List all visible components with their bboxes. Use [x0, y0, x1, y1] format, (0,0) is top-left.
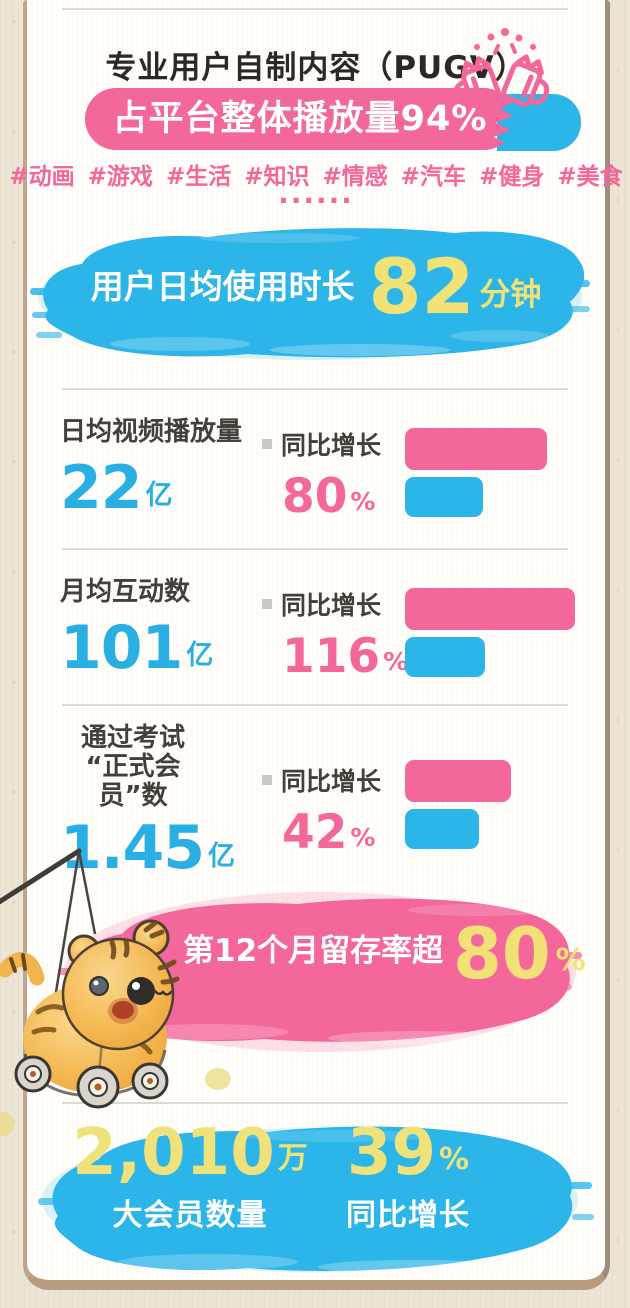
- stat-label: 通过考试 “正式会员”数: [60, 723, 206, 812]
- stat-label-line2: “正式会员”数: [85, 752, 181, 812]
- membership-value: 2,010: [72, 1116, 275, 1190]
- section-divider: [62, 1102, 568, 1104]
- ellipsis-dots: ······: [278, 184, 354, 217]
- growth-bar-previous: [405, 809, 479, 849]
- usage-banner-unit: 分钟: [479, 276, 542, 313]
- stat-row-monthly-interactions: 月均互动数 101 亿 同比增长 116 %: [60, 577, 575, 718]
- growth-block: 同比增长 116 %: [262, 586, 408, 680]
- growth-bar-chart: [405, 760, 511, 849]
- growth-bar-current: [405, 760, 511, 802]
- paint-speckle: [0, 1112, 14, 1136]
- section-divider: [62, 704, 568, 706]
- membership-count-block: 2,010 万 大会员数量: [72, 1116, 308, 1234]
- membership-growth-unit: %: [439, 1141, 470, 1177]
- tiger-head: [61, 937, 175, 1051]
- hashtag: #游戏: [87, 164, 153, 190]
- tiger-mouth: [153, 989, 173, 996]
- growth-bar-previous: [405, 637, 485, 677]
- tiger-tail: [0, 952, 45, 986]
- tiger-eye: [89, 976, 109, 996]
- hashtag: #健身: [479, 164, 545, 190]
- growth-unit: %: [350, 822, 376, 852]
- stat-value: 101: [60, 613, 183, 684]
- hashtag: #汽车: [400, 164, 467, 190]
- membership-growth-block: 39 % 同比增长: [338, 1116, 478, 1234]
- hashtag: #美食: [557, 164, 623, 190]
- stat-row-official-members: 通过考试 “正式会员”数 1.45 亿 同比增长 42 %: [60, 723, 572, 878]
- stat-left: 日均视频播放量 22 亿: [60, 417, 572, 524]
- stat-left: 月均互动数 101 亿: [60, 577, 572, 684]
- beer-mugs-cheers-icon: [453, 28, 550, 109]
- legend-square-icon: [262, 775, 272, 785]
- stat-value: 1.45: [60, 813, 205, 884]
- legend-square-icon: [262, 439, 272, 449]
- growth-bar-current: [405, 588, 575, 630]
- membership-value-unit: 万: [277, 1140, 308, 1176]
- paint-speckle: [205, 1068, 231, 1090]
- retention-label: 第12个月留存率超: [183, 933, 444, 970]
- stat-unit: 亿: [208, 840, 236, 872]
- usage-banner-label: 用户日均使用时长: [90, 266, 355, 306]
- usage-banner-brush: [30, 228, 590, 360]
- retention-unit: %: [555, 943, 586, 979]
- legend-square-icon: [262, 599, 272, 609]
- tiger-mascot-illustration: [0, 848, 180, 1109]
- section-divider: [62, 388, 568, 390]
- pugv-title: 专业用户自制内容（PUGV）: [105, 50, 527, 86]
- hashtag: #生活: [165, 164, 232, 190]
- toy-wheels: [14, 1055, 169, 1109]
- membership-label: 大会员数量: [112, 1197, 268, 1233]
- growth-value: 80: [282, 469, 348, 524]
- usage-banner-value: 82: [368, 242, 475, 331]
- growth-unit: %: [383, 646, 409, 676]
- retention-banner-brush: [58, 892, 582, 1052]
- growth-bar-chart: [405, 428, 547, 517]
- section-divider: [62, 548, 568, 550]
- growth-unit: %: [350, 486, 376, 516]
- membership-banner-brush: [38, 1126, 594, 1274]
- growth-value: 116: [282, 629, 381, 684]
- membership-growth-value: 39: [346, 1116, 436, 1190]
- growth-bar-previous: [405, 477, 483, 517]
- stat-label: 日均视频播放量: [60, 417, 243, 447]
- growth-label: 同比增长: [281, 767, 382, 796]
- growth-block: 同比增长 42 %: [262, 762, 381, 856]
- stat-label-line1: 通过考试: [80, 723, 185, 753]
- stat-unit: 亿: [145, 480, 173, 512]
- section-divider-top: [62, 8, 568, 10]
- growth-bar-chart: [405, 588, 575, 677]
- stat-unit: 亿: [186, 640, 214, 672]
- growth-value: 42: [282, 805, 348, 860]
- hashtag: #情感: [322, 164, 388, 190]
- growth-block: 同比增长 80 %: [262, 426, 381, 520]
- retention-banner-text: 第12个月留存率超 80 %: [183, 913, 586, 995]
- growth-label: 同比增长: [281, 431, 382, 460]
- pull-stick: [0, 848, 82, 905]
- share-banner: 占平台整体播放量94%: [85, 88, 515, 150]
- growth-label: 同比增长: [281, 591, 382, 620]
- membership-growth-label: 同比增长: [346, 1197, 470, 1233]
- hashtag: #知识: [244, 164, 310, 190]
- pull-string: [77, 850, 97, 935]
- stat-label: 月均互动数: [60, 577, 191, 607]
- stat-left: 通过考试 “正式会员”数 1.45 亿: [60, 723, 572, 884]
- splash-dots: [474, 28, 536, 50]
- growth-bar-current: [405, 428, 547, 470]
- hashtag-list: #动画 #游戏 #生活 #知识 #情感 #汽车 #健身 #美食: [9, 157, 622, 191]
- retention-value: 80: [453, 913, 551, 995]
- hashtag: #动画: [9, 164, 75, 190]
- stat-row-daily-video-views: 日均视频播放量 22 亿 同比增长 80 %: [60, 417, 572, 558]
- usage-banner-text: 用户日均使用时长 82 分钟: [91, 242, 542, 331]
- stat-value: 22: [60, 453, 142, 524]
- tiger-nose-blush: [112, 1001, 134, 1019]
